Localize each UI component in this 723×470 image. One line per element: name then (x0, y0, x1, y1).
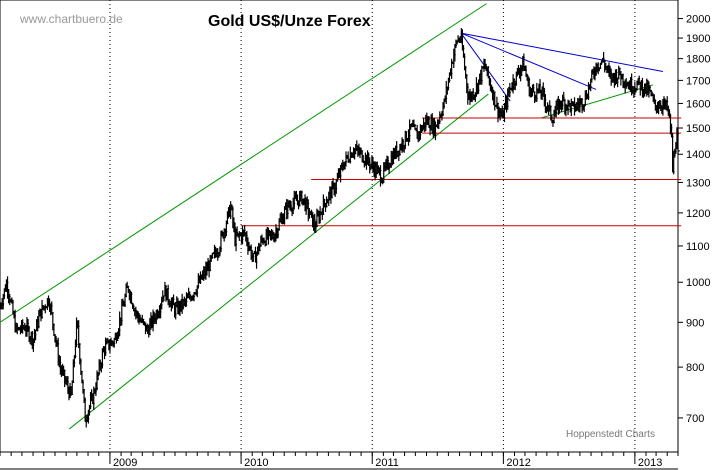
x-tick-label: 2013 (638, 457, 662, 469)
trend-channel-line (69, 93, 489, 430)
y-tick-label: 2000 (686, 14, 710, 26)
y-tick-label: 1300 (686, 177, 710, 189)
y-axis: 700 800 900 1000 1100 1200 1300 1400 1500 1600 170… (678, 14, 710, 425)
price-bars (0, 28, 680, 428)
chart-title: Gold US$/Unze Forex (208, 13, 371, 30)
x-tick-label: 2011 (375, 457, 399, 469)
resistance-line (460, 32, 597, 90)
y-tick-label: 1700 (686, 75, 710, 87)
watermark: www.chartbuero.de (19, 12, 123, 26)
resistance-line (460, 32, 664, 73)
grid (109, 0, 636, 452)
y-tick-label: 1100 (686, 241, 710, 253)
trend-channel-line (0, 3, 487, 323)
y-tick-label: 900 (686, 317, 704, 329)
source-label: Hoppenstedt Charts (566, 429, 655, 440)
y-tick-label: 1900 (686, 33, 710, 45)
x-tick-label: 2012 (506, 457, 530, 469)
y-tick-label: 1800 (686, 54, 710, 66)
trend-lines (0, 3, 682, 430)
x-axis: 2009 2010 2011 2012 2013 (0, 452, 679, 470)
y-tick-label: 700 (686, 413, 704, 425)
y-tick-label: 800 (686, 362, 704, 374)
x-tick-label: 2010 (244, 457, 268, 469)
y-tick-label: 1600 (686, 98, 710, 110)
y-tick-label: 1400 (686, 149, 710, 161)
x-tick-label: 2009 (113, 457, 137, 469)
y-tick-label: 1500 (686, 123, 710, 135)
y-tick-label: 1200 (686, 208, 710, 220)
y-tick-label: 1000 (686, 277, 710, 289)
